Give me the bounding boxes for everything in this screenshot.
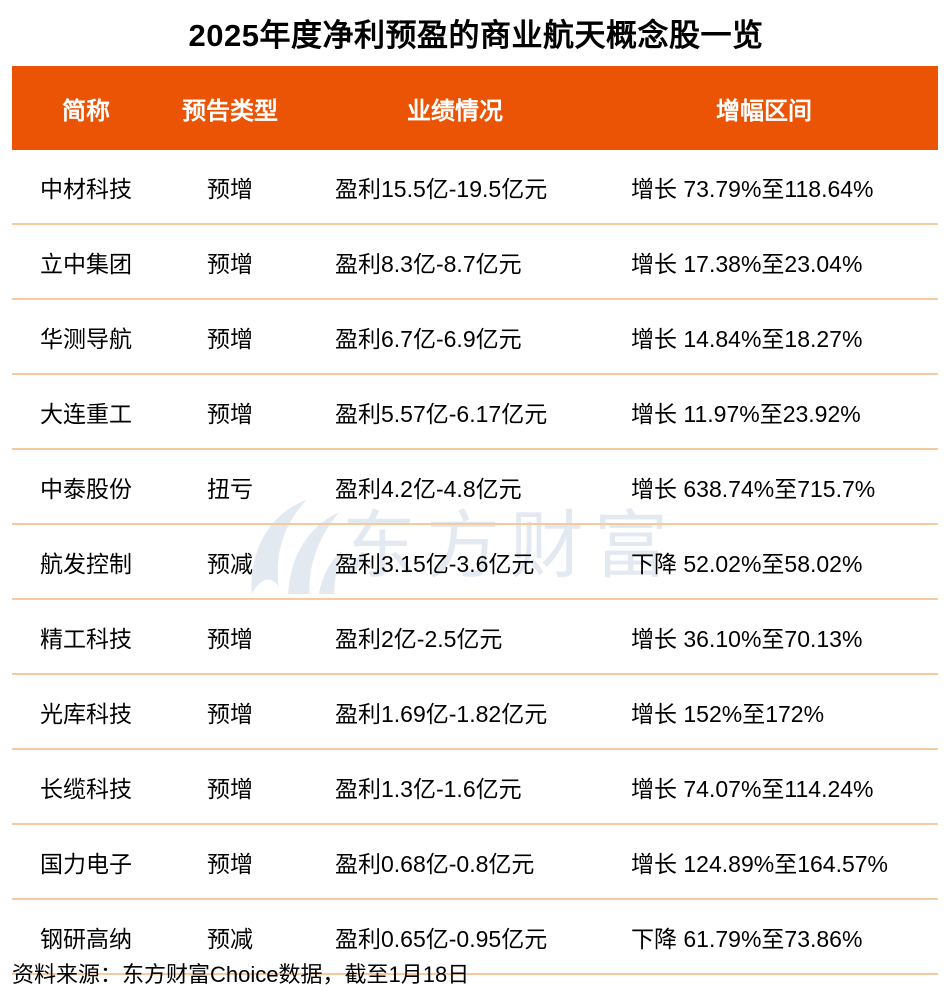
table-row: 中材科技 预增 盈利15.5亿-19.5亿元 增长 73.79%至118.64% [12, 150, 938, 225]
stock-name-cell: 大连重工 [40, 400, 132, 427]
growth-range-cell: 下降 61.79%至73.86% [631, 925, 863, 952]
stock-name-cell: 中泰股份 [40, 475, 132, 502]
table-row: 光库科技 预增 盈利1.69亿-1.82亿元 增长 152%至172% [12, 675, 938, 750]
table-row: 航发控制 预减 盈利3.15亿-3.6亿元 下降 52.02%至58.02% [12, 525, 938, 600]
performance-cell: 盈利0.68亿-0.8亿元 [335, 850, 535, 877]
stock-name-cell: 中材科技 [40, 175, 132, 202]
table-row: 长缆科技 预增 盈利1.3亿-1.6亿元 增长 74.07%至114.24% [12, 750, 938, 825]
table-row: 精工科技 预增 盈利2亿-2.5亿元 增长 36.10%至70.13% [12, 600, 938, 675]
table-row: 立中集团 预增 盈利8.3亿-8.7亿元 增长 17.38%至23.04% [12, 225, 938, 300]
stock-name-cell: 航发控制 [40, 550, 132, 577]
table-row: 国力电子 预增 盈利0.68亿-0.8亿元 增长 124.89%至164.57% [12, 825, 938, 900]
performance-cell: 盈利1.3亿-1.6亿元 [335, 775, 522, 802]
forecast-type-cell: 预增 [207, 850, 253, 877]
forecast-type-cell: 预增 [207, 625, 253, 652]
stock-name-cell: 华测导航 [40, 325, 132, 352]
forecast-type-cell: 预增 [207, 250, 253, 277]
performance-cell: 盈利8.3亿-8.7亿元 [335, 250, 522, 277]
stock-name-cell: 钢研高纳 [40, 925, 132, 952]
performance-cell: 盈利5.57亿-6.17亿元 [335, 400, 548, 427]
source-note: 资料来源：东方财富Choice数据，截至1月18日 [12, 962, 470, 987]
performance-cell: 盈利3.15亿-3.6亿元 [335, 550, 535, 577]
forecast-type-cell: 预增 [207, 325, 253, 352]
forecast-type-cell: 预增 [207, 775, 253, 802]
table-header-row: 简称 预告类型 业绩情况 增幅区间 [12, 66, 938, 150]
growth-range-cell: 增长 14.84%至18.27% [631, 325, 863, 352]
performance-cell: 盈利2亿-2.5亿元 [335, 625, 503, 652]
growth-range-cell: 增长 638.74%至715.7% [631, 475, 876, 502]
performance-cell: 盈利1.69亿-1.82亿元 [335, 700, 548, 727]
header-cell-growth-range: 增幅区间 [716, 97, 812, 125]
table-body: 中材科技 预增 盈利15.5亿-19.5亿元 增长 73.79%至118.64% 立中集… [12, 150, 938, 975]
forecast-type-cell: 预减 [207, 550, 253, 577]
forecast-type-cell: 预减 [207, 925, 253, 952]
growth-range-cell: 增长 11.97%至23.92% [631, 400, 861, 427]
growth-range-cell: 增长 73.79%至118.64% [631, 175, 874, 202]
stock-name-cell: 立中集团 [40, 250, 132, 277]
performance-cell: 盈利15.5亿-19.5亿元 [335, 175, 548, 202]
table-row: 华测导航 预增 盈利6.7亿-6.9亿元 增长 14.84%至18.27% [12, 300, 938, 375]
performance-cell: 盈利6.7亿-6.9亿元 [335, 325, 522, 352]
stock-name-cell: 长缆科技 [40, 775, 132, 802]
growth-range-cell: 增长 17.38%至23.04% [631, 250, 863, 277]
table-row: 中泰股份 扭亏 盈利4.2亿-4.8亿元 增长 638.74%至715.7% [12, 450, 938, 525]
stock-name-cell: 光库科技 [40, 700, 132, 727]
growth-range-cell: 增长 74.07%至114.24% [631, 775, 874, 802]
stock-name-cell: 精工科技 [40, 625, 132, 652]
growth-range-cell: 增长 124.89%至164.57% [631, 850, 888, 877]
growth-range-cell: 增长 36.10%至70.13% [631, 625, 863, 652]
table-row: 钢研高纳 预减 盈利0.65亿-0.95亿元 下降 61.79%至73.86% [12, 900, 938, 975]
performance-cell: 盈利4.2亿-4.8亿元 [335, 475, 522, 502]
stocks-table: 简称 预告类型 业绩情况 增幅区间 中材科技 预增 盈利15.5亿-19.5亿元 增长… [12, 66, 938, 975]
growth-range-cell: 增长 152%至172% [631, 700, 825, 727]
forecast-type-cell: 预增 [207, 175, 253, 202]
growth-range-cell: 下降 52.02%至58.02% [631, 550, 863, 577]
forecast-type-cell: 预增 [207, 700, 253, 727]
header-cell-stock-name: 简称 [62, 97, 110, 125]
header-cell-forecast-type: 预告类型 [182, 97, 278, 125]
stock-name-cell: 国力电子 [40, 850, 132, 877]
table-row: 大连重工 预增 盈利5.57亿-6.17亿元 增长 11.97%至23.92% [12, 375, 938, 450]
page-title: 2025年度净利预盈的商业航天概念股一览 [188, 17, 764, 53]
performance-cell: 盈利0.65亿-0.95亿元 [335, 925, 548, 952]
forecast-type-cell: 预增 [207, 400, 253, 427]
forecast-type-cell: 扭亏 [207, 475, 253, 502]
header-cell-performance: 业绩情况 [407, 97, 503, 125]
